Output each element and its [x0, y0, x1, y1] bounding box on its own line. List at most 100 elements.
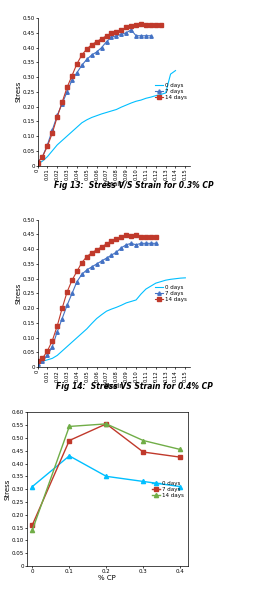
7 days	[115, 32, 118, 39]
0 days	[178, 483, 182, 490]
Line: 0 days: 0 days	[38, 70, 176, 164]
0 days	[36, 161, 39, 168]
14 days	[125, 231, 128, 238]
0 days	[159, 91, 162, 98]
7 days	[51, 126, 54, 134]
0 days	[135, 296, 138, 303]
0 days	[51, 355, 54, 362]
14 days	[70, 276, 74, 284]
0 days	[120, 104, 123, 111]
14 days	[65, 84, 69, 91]
7 days	[61, 100, 64, 107]
7 days	[80, 61, 83, 69]
7 days	[90, 51, 93, 58]
0 days	[70, 128, 74, 135]
0 days	[31, 483, 34, 490]
14 days	[105, 32, 108, 39]
0 days	[110, 107, 113, 114]
0 days	[139, 96, 143, 104]
Legend: 0 days, 7 days, 14 days: 0 days, 7 days, 14 days	[151, 479, 185, 499]
7 days	[70, 76, 74, 84]
Line: 14 days: 14 days	[30, 422, 182, 532]
0 days	[149, 93, 152, 101]
0 days	[169, 70, 172, 78]
7 days	[85, 266, 88, 273]
14 days	[46, 143, 49, 150]
0 days	[164, 276, 167, 284]
0 days	[174, 275, 177, 282]
0 days	[51, 147, 54, 155]
14 days	[85, 253, 88, 260]
14 days	[41, 355, 44, 362]
14 days	[68, 423, 71, 430]
0 days	[129, 298, 133, 305]
0 days	[56, 141, 59, 149]
7 days	[120, 31, 123, 38]
Y-axis label: Stress: Stress	[15, 283, 21, 304]
0 days	[149, 282, 152, 290]
14 days	[125, 24, 128, 31]
0 days	[174, 67, 177, 74]
14 days	[41, 153, 44, 160]
0 days	[164, 89, 167, 96]
Line: 7 days: 7 days	[36, 241, 158, 366]
0 days	[46, 153, 49, 160]
14 days	[61, 305, 64, 312]
7 days	[85, 56, 88, 63]
0 days	[80, 119, 83, 126]
14 days	[139, 20, 143, 28]
0 days	[110, 305, 113, 312]
7 days	[56, 112, 59, 119]
0 days	[61, 137, 64, 144]
14 days	[80, 259, 83, 266]
0 days	[142, 478, 145, 485]
14 days	[115, 29, 118, 36]
7 days	[41, 153, 44, 160]
14 days	[135, 21, 138, 28]
0 days	[61, 347, 64, 355]
Legend: 0 days, 7 days, 14 days: 0 days, 7 days, 14 days	[153, 284, 188, 303]
Text: Fig 14:  Stress VS Strain for 0.4% CP: Fig 14: Stress VS Strain for 0.4% CP	[55, 382, 213, 391]
X-axis label: Strain: Strain	[103, 383, 124, 389]
7 days	[100, 258, 103, 265]
7 days	[95, 48, 98, 55]
7 days	[142, 448, 145, 456]
7 days	[36, 361, 39, 368]
14 days	[100, 243, 103, 250]
7 days	[149, 240, 152, 247]
7 days	[125, 241, 128, 249]
0 days	[90, 320, 93, 327]
0 days	[169, 276, 172, 283]
14 days	[56, 322, 59, 329]
14 days	[139, 233, 143, 240]
0 days	[65, 132, 69, 140]
14 days	[120, 234, 123, 241]
Line: 7 days: 7 days	[30, 422, 182, 527]
14 days	[90, 41, 93, 48]
Legend: 0 days, 7 days, 14 days: 0 days, 7 days, 14 days	[153, 82, 188, 102]
Y-axis label: Stress: Stress	[15, 81, 21, 102]
0 days	[41, 158, 44, 165]
Line: 0 days: 0 days	[30, 454, 182, 489]
7 days	[115, 249, 118, 256]
7 days	[100, 44, 103, 51]
0 days	[95, 315, 98, 322]
0 days	[56, 352, 59, 359]
7 days	[110, 252, 113, 259]
7 days	[105, 255, 108, 262]
0 days	[100, 110, 103, 117]
7 days	[120, 244, 123, 252]
X-axis label: Strain: Strain	[103, 181, 124, 187]
X-axis label: % CP: % CP	[98, 575, 116, 581]
14 days	[80, 51, 83, 58]
14 days	[51, 337, 54, 344]
7 days	[135, 32, 138, 39]
0 days	[184, 275, 187, 282]
0 days	[68, 452, 71, 459]
14 days	[149, 234, 152, 241]
14 days	[65, 288, 69, 296]
0 days	[105, 308, 108, 315]
0 days	[105, 109, 108, 116]
14 days	[85, 45, 88, 52]
7 days	[125, 29, 128, 37]
